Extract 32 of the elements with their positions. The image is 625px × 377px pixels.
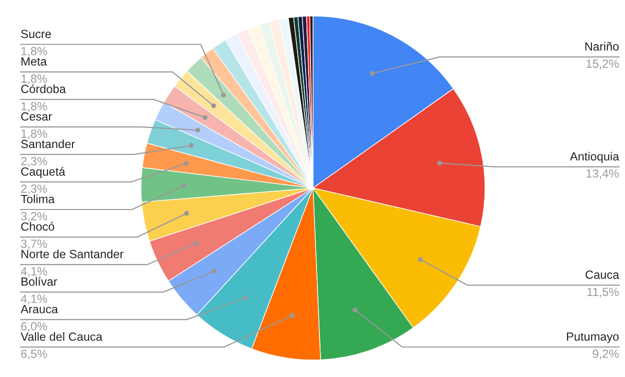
- slice-label: Tolima: [20, 194, 55, 204]
- slice-label: Santander: [21, 139, 75, 148]
- data-label: 4,1%: [20, 267, 48, 277]
- slice-label: Chocó: [21, 222, 54, 231]
- slice-label: Antioquia: [570, 152, 620, 163]
- slice-label: Putumayo: [566, 332, 619, 344]
- slice-label: Córdoba: [21, 84, 66, 94]
- slice-label: Norte de Santander: [22, 250, 124, 258]
- slice-label: Bolívar: [22, 276, 58, 286]
- data-label: 9,2%: [592, 350, 619, 360]
- data-label: 3,2%: [21, 212, 48, 222]
- data-label: 6,0%: [21, 322, 48, 332]
- data-label: 1,8%: [22, 74, 48, 84]
- slice-label: Valle del Cauca: [20, 332, 102, 341]
- data-label: 1,8%: [22, 46, 48, 57]
- data-label: 2,3%: [21, 157, 48, 167]
- data-label: 3,7%: [21, 240, 48, 250]
- data-label: 2,3%: [21, 184, 48, 194]
- data-label: 1,8%: [22, 102, 48, 112]
- data-label: 6,5%: [21, 350, 48, 360]
- slice-label: Cauca: [586, 270, 620, 279]
- data-label: 13,4%: [586, 169, 619, 180]
- data-label: 1,8%: [22, 129, 48, 140]
- slice-label: Sucre: [21, 30, 51, 38]
- data-label: 4,1%: [20, 294, 48, 304]
- slice-label: Meta: [22, 57, 47, 66]
- slice-label: Arauca: [20, 305, 58, 314]
- slice-label: Caquetá: [21, 166, 66, 178]
- data-label: 15,2%: [586, 59, 619, 70]
- data-label: 11,5%: [587, 288, 619, 298]
- slice-label: Nariño: [585, 42, 619, 51]
- slice-label: Cesar: [21, 112, 52, 121]
